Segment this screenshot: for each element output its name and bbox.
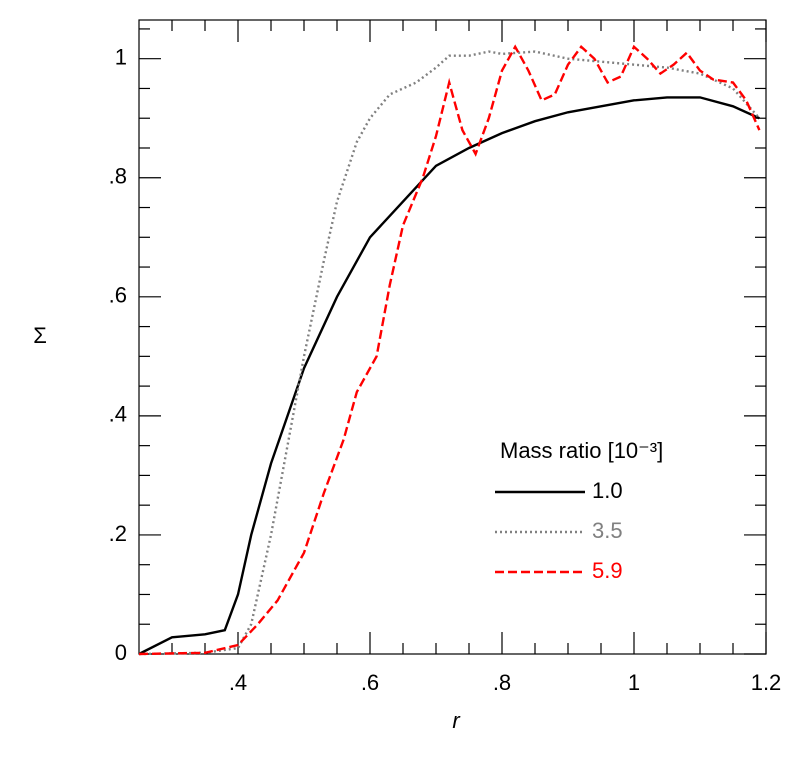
x-tick-label: 1.2 [751, 670, 782, 695]
legend-label: 3.5 [592, 518, 623, 543]
y-tick-label: .8 [109, 164, 127, 189]
legend-title: Mass ratio [10⁻³] [500, 438, 663, 463]
x-tick-label: 1 [628, 670, 640, 695]
x-tick-label: .6 [361, 670, 379, 695]
x-tick-label: .4 [229, 670, 247, 695]
x-axis-label: r [452, 708, 461, 733]
data-line [138, 96, 760, 656]
x-tick-label: .8 [493, 670, 511, 695]
data-line [138, 50, 761, 656]
y-tick-label: .4 [109, 402, 127, 427]
data-line [138, 44, 761, 656]
y-axis-label: Σ [33, 323, 47, 348]
legend-label: 1.0 [592, 478, 623, 503]
y-tick-label: 0 [115, 640, 127, 665]
plot-frame [138, 19, 767, 655]
y-tick-label: .6 [109, 283, 127, 308]
y-tick-label: 1 [115, 45, 127, 70]
y-tick-label: .2 [109, 521, 127, 546]
legend-label: 5.9 [592, 558, 623, 583]
